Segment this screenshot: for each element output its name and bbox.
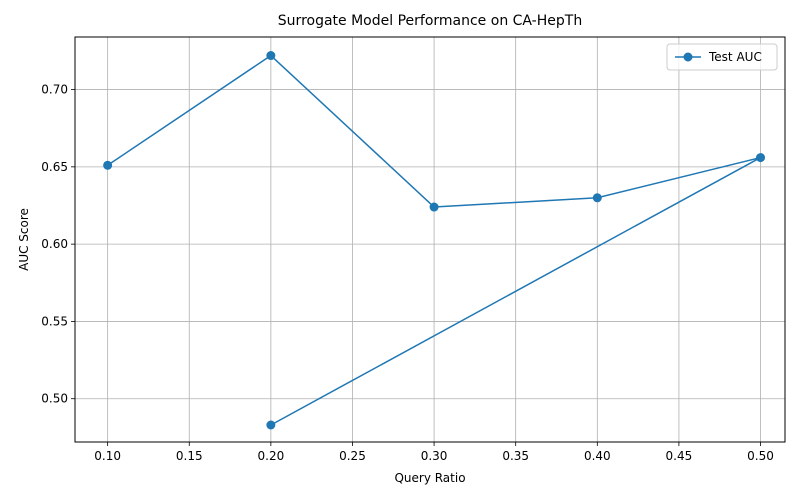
data-point <box>103 160 113 170</box>
legend-box <box>666 43 778 71</box>
data-point <box>592 193 602 203</box>
y-tick-label: 0.70 <box>41 83 68 97</box>
x-tick-label: 0.35 <box>502 449 529 463</box>
x-tick-label: 0.20 <box>258 449 285 463</box>
data-point <box>429 202 439 212</box>
data-point <box>266 51 276 61</box>
legend-marker <box>683 52 693 62</box>
plot-area <box>75 37 785 442</box>
x-tick-label: 0.50 <box>747 449 774 463</box>
y-tick-label: 0.55 <box>41 314 68 328</box>
x-axis-title: Query Ratio <box>394 471 465 485</box>
y-tick-label: 0.50 <box>41 392 68 406</box>
x-tick-label: 0.10 <box>94 449 121 463</box>
x-tick-label: 0.45 <box>666 449 693 463</box>
y-axis-title: AUC Score <box>17 208 31 271</box>
axis-ticks: 0.10 0.15 0.20 0.25 0.30 0.35 0.40 0.45 0.50 0.50… <box>41 83 774 463</box>
x-tick-label: 0.40 <box>584 449 611 463</box>
series-line <box>107 54 762 426</box>
plot-frame <box>74 36 786 443</box>
x-tick-label: 0.30 <box>421 449 448 463</box>
y-tick-label: 0.60 <box>41 237 68 251</box>
data-point <box>756 153 766 163</box>
legend-label: Test AUC <box>708 50 762 64</box>
x-tick-label: 0.15 <box>176 449 203 463</box>
chart-title: Surrogate Model Performance on CA-HepTh <box>278 13 582 29</box>
legend: Test AUC <box>666 43 778 71</box>
x-tick-label: 0.25 <box>339 449 366 463</box>
series-layer <box>103 51 766 430</box>
grid-lines <box>75 37 785 442</box>
data-point <box>266 420 276 430</box>
y-tick-label: 0.65 <box>41 160 68 174</box>
